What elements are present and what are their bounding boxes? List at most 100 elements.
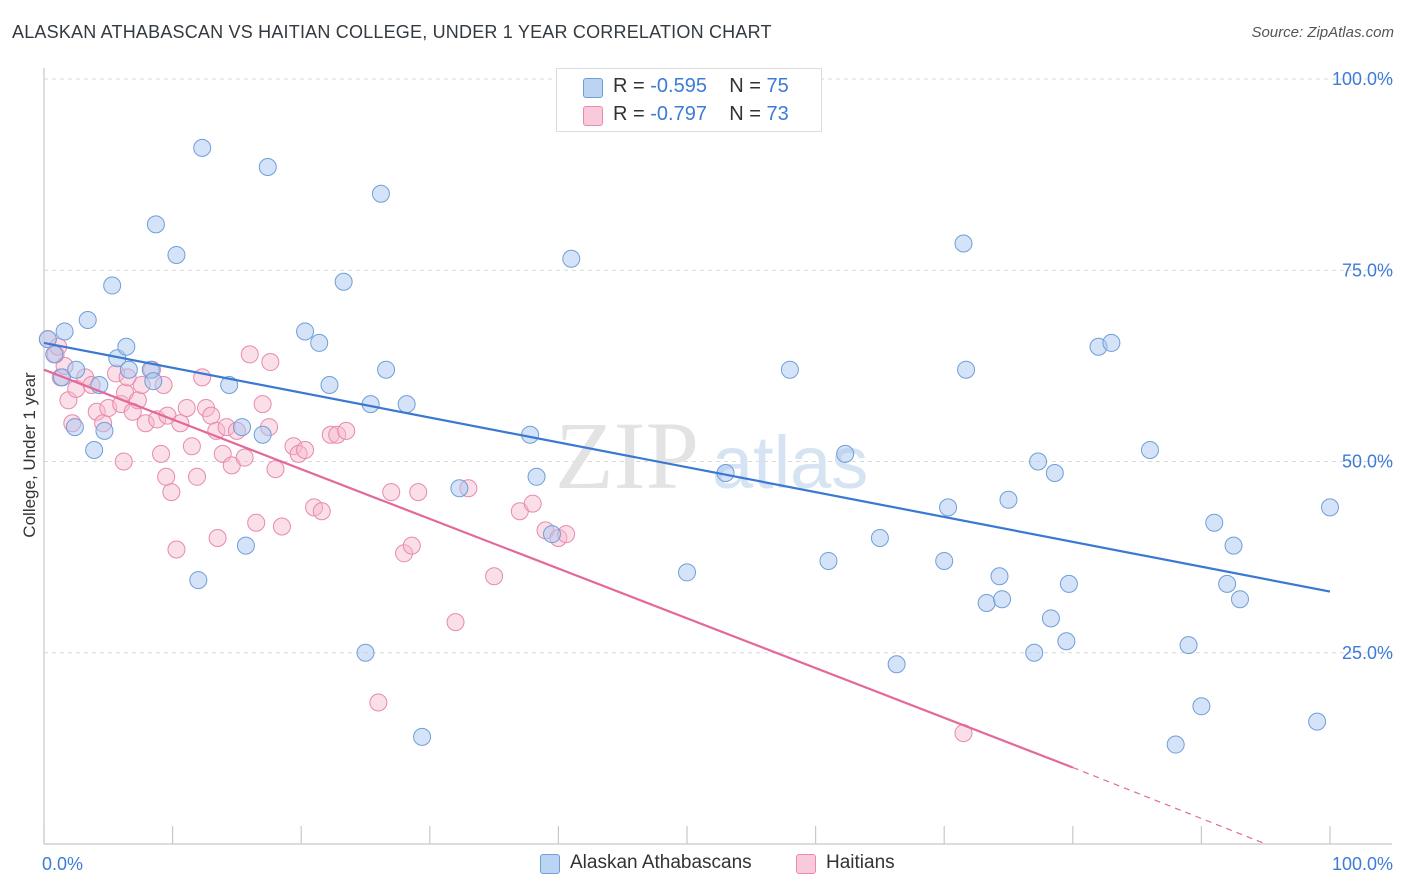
n-value: 75: [766, 75, 789, 97]
athabascan-point: [233, 418, 252, 437]
n-label: N =: [729, 75, 767, 97]
athabascan-point: [144, 372, 163, 391]
haitian-point: [208, 529, 227, 547]
haitian-point: [312, 502, 331, 521]
legend-swatch-pink: [796, 854, 816, 874]
athabascan-point: [334, 272, 353, 291]
athabascan-point: [935, 551, 954, 570]
athabascan-point: [542, 525, 561, 544]
r-label: R =: [613, 103, 651, 125]
athabascan-point: [310, 333, 329, 352]
haitian-point: [272, 517, 291, 536]
athabascan-point: [1224, 536, 1243, 555]
haitian-point: [188, 467, 207, 486]
haitian-point: [177, 398, 196, 417]
athabascan-point: [117, 337, 136, 356]
athabascan-point: [253, 425, 272, 444]
athabascan-point: [1041, 609, 1060, 628]
haitian-point: [167, 540, 186, 559]
y-tick-label: 100.0%: [1332, 69, 1393, 89]
athabascan-point: [527, 467, 546, 486]
haitian-point: [235, 448, 254, 467]
athabascan-point: [189, 571, 208, 590]
athabascan-points: [38, 138, 1339, 754]
athabascan-point: [1102, 333, 1121, 352]
legend-swatch-blue: [583, 78, 603, 98]
athabascan-point: [103, 276, 122, 295]
athabascan-point: [85, 441, 104, 460]
athabascan-point: [95, 421, 114, 440]
athabascan-point: [146, 215, 165, 234]
haitian-point: [485, 567, 504, 586]
r-label: R =: [613, 75, 651, 97]
athabascan-point: [78, 310, 97, 329]
athabascan-point: [1057, 632, 1076, 651]
grid-lines: [44, 78, 1392, 654]
athabascan-point: [38, 330, 57, 349]
athabascan-point: [993, 590, 1012, 609]
athabascan-point: [220, 376, 239, 394]
haitian-point: [266, 460, 285, 479]
haitian-point: [382, 483, 401, 502]
haitians-points: [38, 330, 973, 743]
haitian-point: [114, 452, 133, 471]
legend-swatch-pink: [583, 106, 603, 126]
tick-labels: 25.0% 50.0% 75.0% 100.0% 0.0% 100.0%: [42, 69, 1393, 874]
trend-lines: [43, 341, 1331, 845]
haitian-point: [337, 421, 356, 440]
n-label: N =: [729, 103, 767, 125]
athabascan-point: [1218, 574, 1237, 593]
x-tick-label: 100.0%: [1332, 854, 1393, 874]
athabascan-point: [296, 322, 315, 341]
y-tick-label: 50.0%: [1342, 452, 1393, 472]
r-value: -0.595: [650, 75, 707, 97]
athabascan-trend-line: [43, 341, 1331, 593]
athabascan-point: [167, 245, 186, 264]
haitian-point: [247, 513, 266, 532]
x-tick-label: 0.0%: [42, 854, 83, 874]
haitian-point: [202, 406, 221, 425]
n-value: 73: [766, 103, 789, 125]
athabascan-point: [413, 727, 432, 746]
athabascan-point: [1321, 498, 1339, 517]
athabascan-point: [320, 376, 339, 394]
haitian-point: [523, 494, 542, 513]
haitian-point: [296, 441, 315, 460]
haitian-point: [395, 544, 414, 563]
haitian-point: [136, 414, 155, 433]
haitian-point: [182, 437, 201, 456]
source-label: Source: ZipAtlas.com: [1251, 24, 1394, 41]
athabascan-point: [870, 529, 889, 547]
athabascan-point: [119, 360, 138, 379]
athabascan-point: [836, 444, 855, 463]
haitian-point: [240, 345, 259, 364]
athabascan-point: [236, 536, 255, 555]
chart-title: ALASKAN ATHABASCAN VS HAITIAN COLLEGE, U…: [12, 22, 772, 42]
haitian-point: [328, 425, 347, 444]
haitian-point: [87, 402, 106, 421]
haitian-point: [253, 395, 272, 414]
athabascan-point: [1179, 636, 1198, 655]
haitian-point: [261, 353, 280, 372]
athabascan-point: [397, 395, 416, 414]
athabascan-point: [1140, 441, 1159, 460]
legend-swatch-blue: [540, 854, 560, 874]
r-value: -0.797: [650, 103, 707, 125]
athabascan-point: [1029, 452, 1048, 471]
athabascan-point: [957, 360, 976, 379]
y-tick-label: 75.0%: [1342, 260, 1393, 280]
watermark-atlas: atlas: [712, 421, 868, 504]
athabascan-point: [1059, 574, 1078, 593]
haitian-point: [157, 467, 176, 486]
haitian-point: [446, 613, 465, 632]
athabascan-point: [678, 563, 696, 582]
y-axis-title: College, Under 1 year: [20, 372, 39, 538]
athabascan-point: [356, 643, 375, 662]
haitian-point: [162, 483, 181, 502]
haitian-point: [321, 425, 340, 444]
athabascan-point: [1045, 463, 1064, 482]
athabascan-point: [887, 655, 906, 674]
athabascan-point: [1166, 735, 1185, 754]
athabascan-point: [450, 479, 469, 498]
